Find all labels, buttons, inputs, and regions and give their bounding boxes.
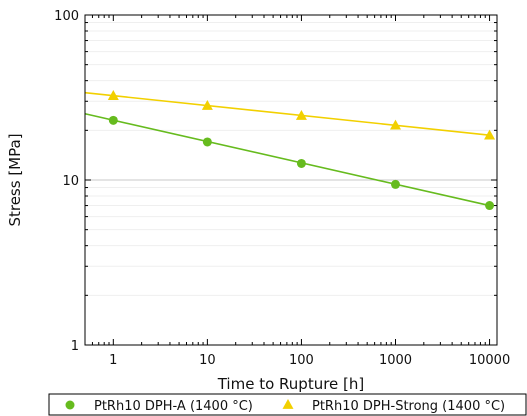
fit-line-series-1 [84,91,490,136]
data-point-series-1 [295,109,307,120]
y-tick-label: 100 [54,9,79,24]
data-point-series-0 [108,115,118,125]
legend-entry-dph-a: PtRh10 DPH-A (1400 °C) [94,399,253,414]
data-point-series-1 [107,90,119,100]
data-point-series-0 [202,137,212,147]
data-point-series-0 [485,201,495,211]
ticks-layer: 1 10 100 1 10 100 1000 10000 [54,9,510,368]
x-tick-label: 1 [109,353,117,368]
legend: PtRh10 DPH-A (1400 °C) PtRh10 DPH-Strong… [48,393,527,416]
data-point-series-1 [201,99,213,110]
legend-entry-dph-strong: PtRh10 DPH-Strong (1400 °C) [312,399,505,414]
x-tick-label: 100 [289,353,314,368]
data-point-series-1 [484,129,496,140]
data-points-layer [107,90,496,211]
y-tick-label: 10 [62,174,79,189]
grid-layer [85,22,497,296]
data-point-series-0 [296,158,306,168]
legend-marker-triangle [282,399,294,409]
fit-lines-layer [84,91,490,207]
x-tick-label: 10 [199,353,216,368]
x-axis-label: Time to Rupture [h] [217,375,365,393]
legend-marker-circle [65,400,75,410]
fit-line-series-0 [84,112,490,207]
x-tick-label: 1000 [379,353,412,368]
data-point-series-1 [389,119,401,130]
data-point-series-0 [390,179,400,189]
y-tick-label: 1 [71,339,79,354]
x-tick-label: 10000 [469,353,510,368]
y-axis-label: Stress [MPa] [6,133,24,226]
